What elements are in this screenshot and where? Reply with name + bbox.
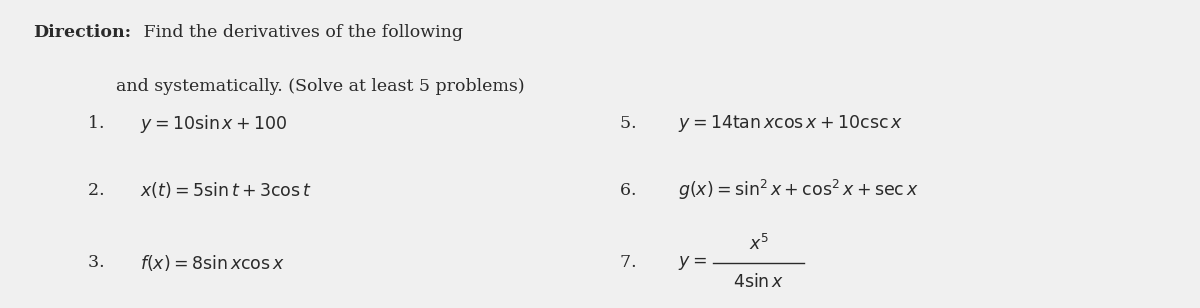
Text: 1.: 1. bbox=[89, 115, 110, 132]
Text: $y = 14\tan x\cos x + 10\csc x$: $y = 14\tan x\cos x + 10\csc x$ bbox=[678, 113, 902, 134]
Text: $x(t) = 5\sin t + 3\cos t$: $x(t) = 5\sin t + 3\cos t$ bbox=[140, 180, 312, 200]
Text: 6.: 6. bbox=[620, 182, 642, 199]
Text: $x^5$: $x^5$ bbox=[749, 234, 769, 254]
Text: $y = 10\sin x + 100$: $y = 10\sin x + 100$ bbox=[140, 113, 288, 135]
Text: 3.: 3. bbox=[88, 254, 110, 271]
Text: $y = $: $y = $ bbox=[678, 254, 707, 272]
Text: $4\sin x$: $4\sin x$ bbox=[733, 273, 785, 291]
Text: Direction:: Direction: bbox=[32, 24, 131, 41]
Text: 7.: 7. bbox=[619, 254, 642, 271]
Text: 5.: 5. bbox=[619, 115, 642, 132]
Text: 2.: 2. bbox=[88, 182, 110, 199]
Text: and systematically. (Solve at least 5 problems): and systematically. (Solve at least 5 pr… bbox=[116, 79, 524, 95]
Text: Find the derivatives of the following: Find the derivatives of the following bbox=[138, 24, 463, 41]
Text: $g(x) = \sin^2 x + \cos^2 x + \sec x$: $g(x) = \sin^2 x + \cos^2 x + \sec x$ bbox=[678, 178, 918, 202]
Text: $f(x) = 8\sin x\cos x$: $f(x) = 8\sin x\cos x$ bbox=[140, 253, 284, 273]
